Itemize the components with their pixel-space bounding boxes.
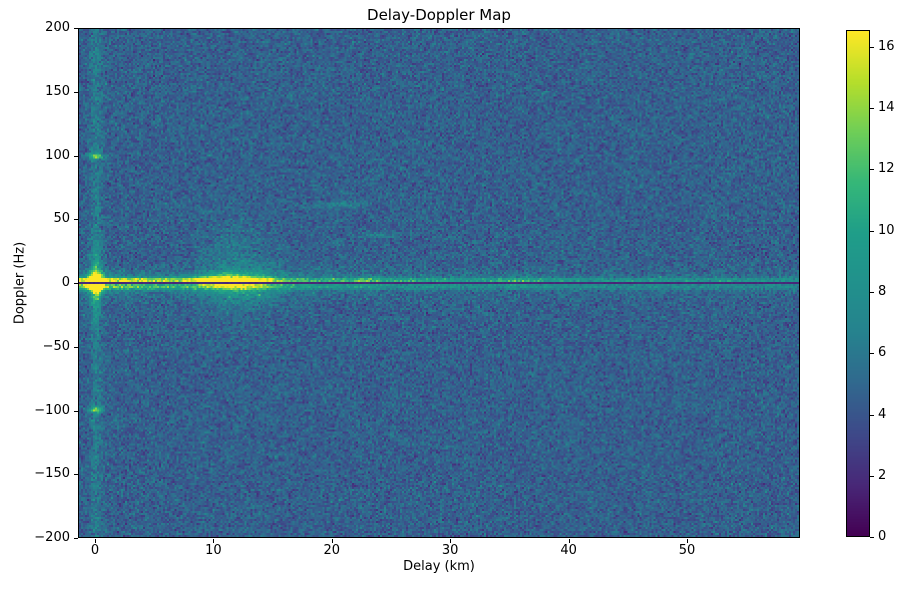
- y-tick-label: 200: [45, 20, 70, 35]
- y-tick-label: 50: [53, 211, 70, 227]
- y-tick-mark: [74, 155, 78, 157]
- colorbar-tick-label: 6: [878, 345, 887, 361]
- y-tick-label: 100: [45, 147, 70, 163]
- colorbar-tick-label: 16: [878, 38, 895, 54]
- x-tick-mark: [213, 539, 215, 543]
- colorbar: [846, 30, 870, 537]
- colorbar-tick-label: 8: [878, 283, 887, 299]
- colorbar-tick-label: 2: [878, 467, 887, 483]
- x-tick-mark: [450, 539, 452, 543]
- y-tick-mark: [74, 283, 78, 284]
- x-tick-mark: [568, 539, 570, 543]
- y-tick-mark: [74, 28, 78, 29]
- y-axis-label: Doppler (Hz): [12, 241, 28, 325]
- y-tick-label: −50: [42, 338, 70, 354]
- x-tick-mark: [687, 539, 688, 543]
- colorbar-tick-mark: [870, 537, 874, 538]
- x-tick-mark: [95, 539, 96, 543]
- colorbar-tick-mark: [870, 108, 874, 110]
- y-tick-label: −150: [34, 466, 70, 482]
- y-tick-mark: [74, 474, 78, 476]
- x-tick-label: 20: [323, 543, 341, 558]
- colorbar-tick-mark: [870, 475, 874, 477]
- colorbar-tick-mark: [870, 414, 874, 416]
- y-tick-label: 150: [45, 83, 70, 99]
- chart-title: Delay-Doppler Map: [367, 6, 511, 24]
- colorbar-canvas: [847, 31, 869, 536]
- x-tick-label: 0: [90, 543, 100, 558]
- colorbar-tick-mark: [870, 291, 874, 293]
- x-tick-label: 30: [441, 543, 459, 558]
- x-tick-mark: [331, 539, 333, 543]
- colorbar-tick-label: 0: [878, 529, 887, 544]
- heatmap-canvas: [79, 29, 799, 537]
- x-axis-label: Delay (km): [403, 559, 475, 574]
- colorbar-tick-mark: [870, 169, 874, 171]
- colorbar-tick-label: 12: [878, 161, 895, 177]
- y-tick-label: −200: [34, 530, 70, 545]
- x-tick-label: 40: [560, 543, 577, 558]
- y-tick-mark: [74, 346, 78, 348]
- y-tick-mark: [74, 538, 78, 539]
- colorbar-tick-mark: [870, 46, 874, 48]
- y-tick-label: −100: [34, 402, 70, 418]
- x-tick-label: 10: [205, 543, 222, 558]
- colorbar-tick-label: 4: [878, 406, 887, 422]
- y-tick-mark: [74, 219, 78, 221]
- y-tick-label: 0: [61, 275, 70, 290]
- y-tick-mark: [74, 410, 78, 412]
- x-tick-label: 50: [678, 543, 696, 558]
- y-tick-mark: [74, 91, 78, 93]
- plot-area: [78, 28, 800, 538]
- colorbar-tick-label: 14: [878, 100, 895, 116]
- colorbar-tick-mark: [870, 353, 874, 355]
- colorbar-tick-mark: [870, 230, 874, 232]
- colorbar-tick-label: 10: [878, 222, 895, 238]
